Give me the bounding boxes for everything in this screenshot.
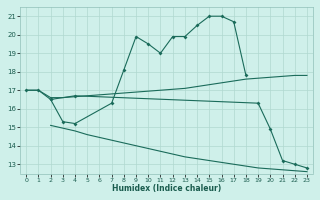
X-axis label: Humidex (Indice chaleur): Humidex (Indice chaleur) — [112, 184, 221, 193]
